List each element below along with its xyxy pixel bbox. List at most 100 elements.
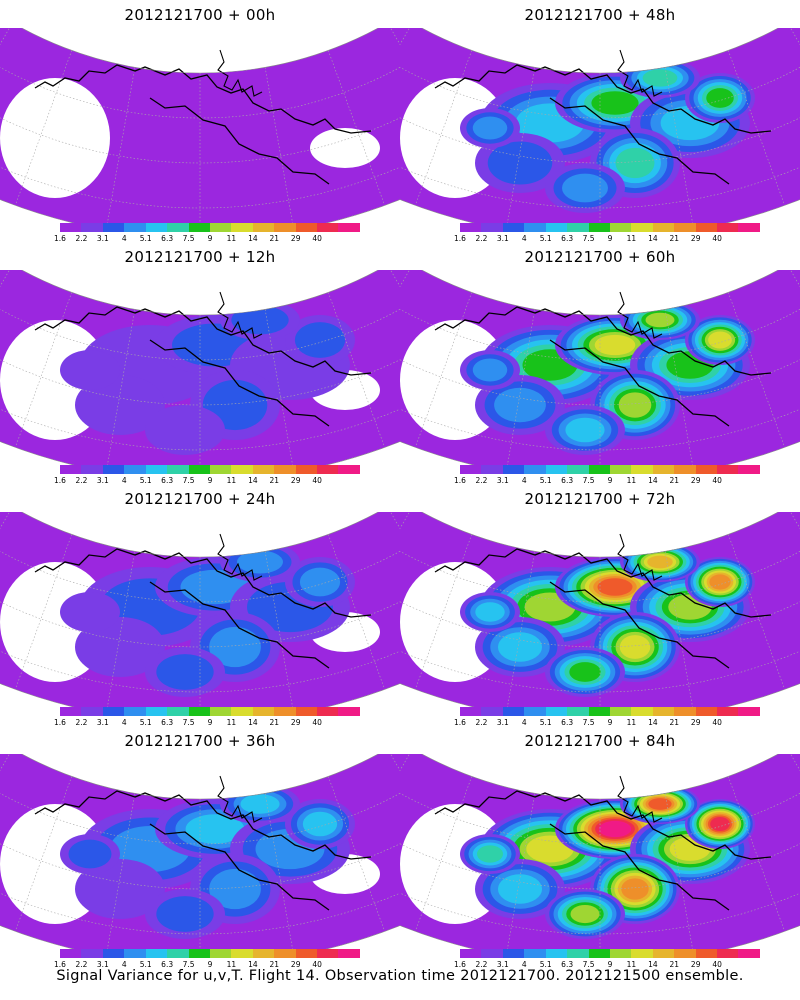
colorbar-tick-label: 9: [607, 234, 613, 243]
colorbar-tick-label: 7.5: [182, 960, 195, 969]
colorbar-tick-label: 4: [121, 234, 127, 243]
latitude-line: [400, 650, 800, 693]
colorbar-tick-label: 7.5: [582, 476, 595, 485]
colorbar-cell: [545, 465, 568, 474]
colorbar-cell: [524, 707, 546, 716]
colorbar-cell: [167, 223, 189, 232]
colorbar-cell: [338, 223, 360, 232]
colorbar-cell: [652, 223, 675, 232]
arctic-islands: [217, 291, 263, 339]
colorbar-tick-label: 40: [712, 476, 722, 485]
colorbar-tick-label: 29: [290, 234, 301, 243]
figure-caption: Signal Variance for u,v,T. Flight 14. Ob…: [56, 968, 744, 984]
longitude-line: [15, 50, 73, 206]
colorbar-cell: [460, 465, 482, 474]
colorbar-tick-label: 14: [648, 960, 658, 969]
colorbar-cell: [674, 223, 696, 232]
longitude-line: [327, 50, 385, 206]
colorbar-tick-label: 5.1: [539, 234, 552, 243]
colorbar-cell: [317, 707, 339, 716]
coastline: [34, 306, 372, 376]
colorbar-ticks: 1.6 2.2 3.1 4 5.1 6.3 7.5 9 11 14 21 29 40: [54, 960, 360, 970]
colorbar-tick-label: 11: [626, 234, 637, 243]
longitude-line: [507, 67, 536, 223]
colorbar-cell: [460, 949, 482, 958]
coastline: [434, 790, 772, 860]
colorbar-tick-label: 5.1: [139, 960, 152, 969]
contour-band: [294, 322, 346, 358]
colorbar-cell: [102, 465, 125, 474]
longitude-line: [727, 776, 785, 932]
panel-84h: 2012121700 + 84h 1.6 2.2 3.1 4 5.1 6.3 7.5 9 11 1…: [400, 726, 800, 969]
longitude-line: [507, 793, 536, 949]
panel-72h: 2012121700 + 72h 1.6 2.2 3.1 4 5.1 6.3 7.5 9 11 1…: [400, 484, 800, 727]
colorbar-tick-label: 11: [226, 960, 237, 969]
colorbar-ticks: 1.6 2.2 3.1 4 5.1 6.3 7.5 9 11 14 21 29 40: [54, 476, 360, 486]
contour-band: [562, 173, 608, 203]
coastline: [434, 64, 772, 134]
colorbar-tick-label: 21: [669, 718, 680, 727]
longitude-line: [107, 551, 136, 707]
contour-band: [615, 147, 655, 179]
contour-band: [472, 116, 508, 140]
colorbar-cell: [338, 465, 360, 474]
longitude-line: [664, 551, 693, 707]
contour-band: [237, 550, 283, 574]
colorbar-ticks: 1.6 2.2 3.1 4 5.1 6.3 7.5 9 11 14 21 29 40: [454, 476, 760, 486]
map-border: [0, 754, 400, 949]
colorbar-cell: [188, 223, 210, 232]
longitude-line: [327, 292, 385, 448]
colorbar-tick-label: 4: [521, 234, 527, 243]
contour-band: [497, 874, 543, 904]
colorbar-tick-label: 11: [226, 718, 237, 727]
colorbar-cell: [588, 465, 610, 474]
colorbar-tick-label: 6.3: [161, 960, 174, 969]
longitude-line: [107, 793, 136, 949]
colorbar: [460, 949, 760, 958]
latitude-line: [400, 408, 800, 451]
colorbar-tick-label: 4: [521, 718, 527, 727]
contour-band: [642, 69, 678, 87]
colorbar-tick-label: 7.5: [182, 234, 195, 243]
colorbar-tick-label: 6.3: [561, 960, 574, 969]
contour-band: [302, 811, 338, 837]
colorbar-tick-label: 14: [248, 718, 258, 727]
colorbar-cell: [481, 707, 503, 716]
latitude-line: [400, 359, 800, 406]
colorbar-cell: [167, 465, 189, 474]
longitude-line: [264, 793, 293, 949]
map-border: [400, 28, 800, 223]
contour-band: [597, 578, 633, 596]
colorbar-cell: [674, 707, 696, 716]
map-border: [0, 512, 400, 707]
map-border: [400, 512, 800, 707]
coastline: [549, 823, 730, 911]
colorbar-tick-label: 2.2: [475, 718, 488, 727]
colorbar-cell: [717, 465, 739, 474]
colorbar-cell: [124, 465, 146, 474]
colorbar-tick-label: 1.6: [54, 476, 66, 485]
colorbar-cell: [60, 465, 82, 474]
colorbar-cell: [274, 465, 296, 474]
colorbar-cell: [481, 949, 503, 958]
colorbar-tick-label: 14: [248, 234, 258, 243]
latitude-line: [400, 843, 800, 890]
colorbar-tick-label: 29: [290, 718, 301, 727]
colorbar-tick-label: 3.1: [496, 234, 509, 243]
colorbar-tick-label: 11: [226, 234, 237, 243]
colorbar-cell: [167, 707, 189, 716]
longitude-line: [727, 534, 785, 690]
colorbar-tick-label: 5.1: [539, 718, 552, 727]
contour-band: [487, 141, 553, 185]
arctic-islands: [617, 291, 663, 339]
colorbar-cell: [631, 707, 653, 716]
colorbar-cell: [102, 949, 125, 958]
contour-band: [710, 816, 730, 832]
contour-band: [570, 904, 600, 924]
longitude-line: [264, 309, 293, 465]
colorbar-cell: [209, 707, 232, 716]
latitude-line: [0, 408, 400, 451]
arctic-islands: [217, 775, 263, 823]
colorbar-cell: [631, 223, 653, 232]
contour-band: [594, 334, 636, 356]
